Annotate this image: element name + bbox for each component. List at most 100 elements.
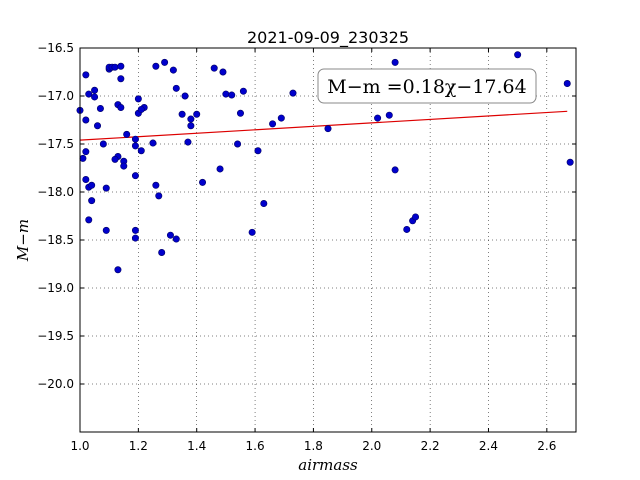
x-tick-label: 2.6 [537,439,556,453]
data-point [216,165,224,173]
y-tick-label: −18.5 [37,233,74,247]
data-point [149,139,157,147]
data-point [222,90,230,98]
data-point [79,154,87,162]
data-point [277,114,285,122]
data-point [385,111,393,119]
data-point [412,213,420,221]
data-point [514,51,522,59]
data-point [88,181,96,189]
data-point [219,68,227,76]
x-tick-label: 1.8 [304,439,323,453]
data-point [248,228,256,236]
grid-lines [79,47,576,432]
y-axis-label: M−m [14,219,32,262]
data-point [158,248,166,256]
equation-box: M−m =0.18χ−17.64 [317,68,537,104]
data-point [184,138,192,146]
data-point [260,200,268,208]
data-point [99,140,107,148]
x-tick-label: 2.2 [421,439,440,453]
data-point [228,91,236,99]
x-tick-label: 2.4 [479,439,498,453]
x-tick-label: 1.4 [187,439,206,453]
equation-text: M−m =0.18χ−17.64 [327,76,526,98]
data-point [152,181,160,189]
data-point [123,130,131,138]
data-point [120,162,128,170]
data-point [131,234,139,242]
data-point [152,62,160,70]
data-point [137,147,145,155]
data-point [254,147,262,155]
fit-line [79,110,568,141]
data-point [85,90,93,98]
data-point [102,184,110,192]
data-point [172,235,180,243]
data-point [269,120,277,128]
data-point [114,266,122,274]
data-point [111,155,119,163]
data-point [102,226,110,234]
data-point [374,114,382,122]
y-tick-label: −18.0 [37,185,74,199]
data-point [82,148,90,156]
data-point [166,231,174,239]
data-point [82,176,90,184]
data-point [131,172,139,180]
data-point [187,122,195,130]
data-point [210,64,218,72]
chart-title: 2021-09-09_230325 [247,28,409,48]
y-tick-label: −16.5 [37,41,74,55]
data-point [181,92,189,100]
data-point [111,63,119,71]
y-tick-label: −17.0 [37,89,74,103]
data-point [82,71,90,79]
y-tick-label: −17.5 [37,137,74,151]
data-point [131,135,139,143]
x-tick-label: 1.0 [70,439,89,453]
data-point [172,84,180,92]
data-point [155,192,163,200]
y-tick-label: −20.0 [37,377,74,391]
x-axis-ticks: 1.0 1.2 1.4 1.6 1.8 2.0 2.2 2.4 2.6 [70,48,556,453]
data-point [85,216,93,224]
data-point [137,105,145,113]
data-point [391,58,399,66]
data-point [91,93,99,101]
data-point [236,109,244,117]
data-points [76,51,574,274]
data-point [131,226,139,234]
y-tick-label: −19.0 [37,281,74,295]
data-point [134,95,142,103]
data-point [193,110,201,118]
data-point [117,75,125,83]
equation-box-frame [317,68,537,104]
x-tick-label: 1.6 [246,439,265,453]
data-point [82,116,90,124]
data-point [324,125,332,133]
data-point [169,66,177,74]
data-point [391,166,399,174]
data-point [239,87,247,95]
data-point [566,158,574,166]
y-axis-ticks: −16.5 −17.0 −17.5 −18.0 −18.5 −19.0 −19.5 −20.0 [37,41,576,391]
x-tick-label: 1.2 [129,439,148,453]
data-point [289,89,297,97]
data-point [199,178,207,186]
data-point [91,86,99,94]
x-tick-label: 2.0 [362,439,381,453]
data-point [117,104,125,112]
data-point [94,122,102,130]
data-point [96,104,104,112]
data-point [117,62,125,70]
data-point [234,140,242,148]
y-tick-label: −19.5 [37,329,74,343]
data-point [161,58,169,66]
fit-line-group [79,110,568,141]
data-point [563,80,571,88]
data-point [187,115,195,123]
data-point [178,110,186,118]
x-axis-label: airmass [298,456,358,474]
